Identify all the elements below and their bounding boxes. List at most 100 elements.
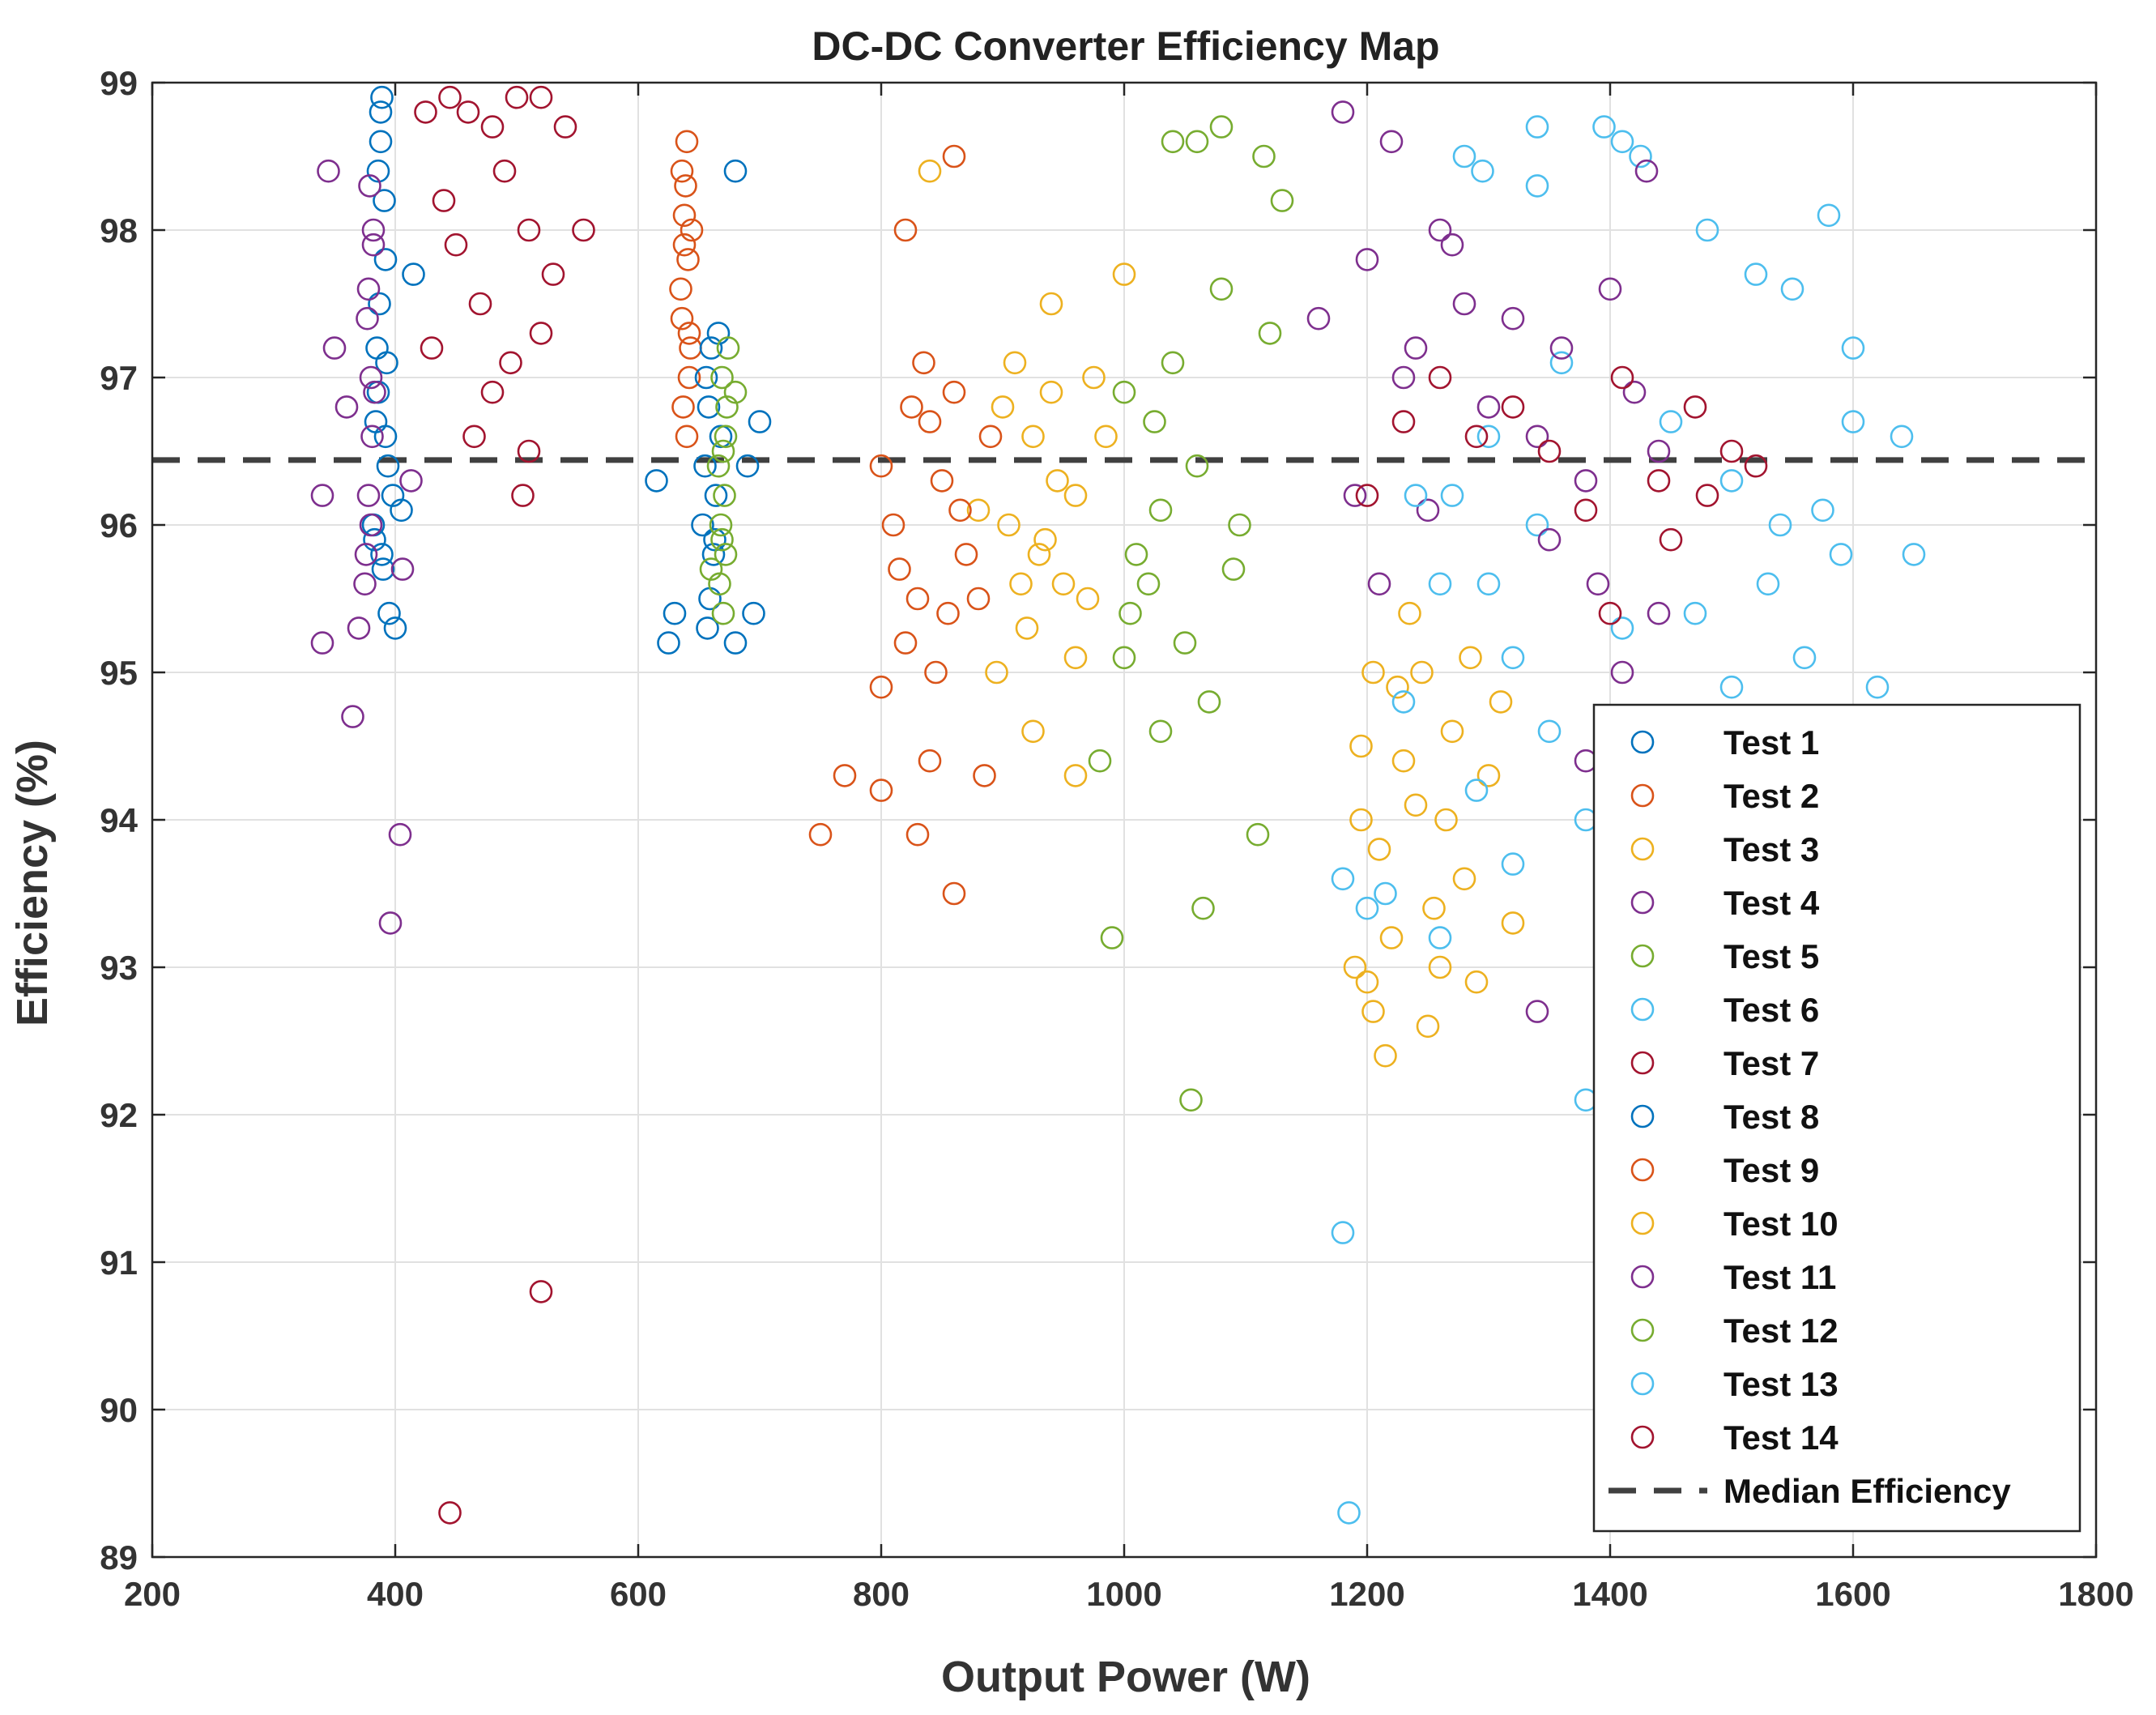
data-point: [1148, 719, 1173, 744]
data-point: [918, 410, 942, 433]
data-point: [893, 631, 918, 655]
data-point: [1088, 749, 1112, 773]
y-tick-label: 90: [100, 1391, 138, 1429]
data-point: [735, 454, 760, 478]
data-point: [1476, 572, 1501, 596]
data-point: [1452, 867, 1476, 891]
data-point: [381, 484, 405, 507]
data-point: [1185, 130, 1209, 154]
data-point: [1112, 380, 1136, 404]
data-point: [1246, 822, 1270, 847]
data-point: [1349, 734, 1373, 758]
data-point: [1404, 484, 1428, 507]
series-test-3: [918, 159, 1136, 787]
data-point: [1021, 719, 1045, 744]
data-point: [808, 822, 833, 847]
data-point: [948, 498, 972, 523]
x-tick-label: 1000: [1086, 1575, 1161, 1613]
data-point: [1082, 365, 1106, 390]
y-tick-label: 95: [100, 654, 138, 692]
legend-entry-label: Test 9: [1724, 1151, 1819, 1189]
data-point: [1525, 424, 1549, 449]
data-point: [1404, 336, 1428, 360]
data-point: [517, 439, 541, 463]
data-point: [356, 277, 381, 301]
series-test-7: [414, 85, 595, 1525]
data-point: [1501, 306, 1525, 331]
data-point: [1209, 115, 1234, 139]
data-point: [1471, 159, 1494, 183]
data-point: [991, 395, 1015, 419]
data-point: [1398, 601, 1421, 625]
data-point: [1355, 896, 1379, 920]
data-point: [924, 660, 948, 685]
y-tick-label: 99: [100, 64, 138, 102]
y-axis-label: Efficiency (%): [8, 740, 57, 1026]
legend: Test 1 Test 2 Test 3 Test 4 Test 5 Test 6 Test…: [1592, 703, 2081, 1533]
data-point: [1829, 543, 1853, 566]
series-test-1: [361, 85, 425, 640]
data-point: [942, 881, 966, 906]
x-tick-label: 200: [124, 1575, 181, 1613]
series-test-6: [1331, 115, 1652, 1525]
data-point: [1647, 439, 1671, 463]
data-point: [1391, 690, 1416, 714]
data-point: [1161, 351, 1185, 375]
data-point: [1683, 395, 1707, 419]
data-point: [670, 306, 694, 331]
data-point: [1161, 130, 1185, 154]
data-point: [1386, 675, 1409, 699]
legend-marker: [1630, 1265, 1655, 1289]
data-point: [366, 159, 390, 183]
data-point: [710, 527, 734, 552]
data-point: [1440, 484, 1464, 507]
data-point: [716, 336, 740, 360]
data-point: [942, 144, 966, 169]
data-point: [361, 233, 386, 257]
data-point: [1537, 439, 1562, 463]
data-point: [359, 365, 383, 390]
data-point: [1683, 601, 1707, 625]
legend-entry-label: Test 6: [1724, 991, 1819, 1029]
data-point: [1537, 527, 1562, 552]
data-point: [1610, 130, 1634, 154]
data-point: [361, 218, 386, 242]
data-point: [553, 115, 577, 139]
x-tick-label: 1200: [1329, 1575, 1404, 1613]
data-point: [1391, 365, 1416, 390]
data-point: [1009, 572, 1033, 596]
data-point: [1501, 911, 1525, 935]
data-point: [869, 779, 893, 802]
data-point: [1191, 896, 1215, 920]
legend-marker: [1630, 1372, 1655, 1396]
data-point: [1391, 410, 1416, 433]
data-point: [1331, 100, 1355, 124]
data-point: [930, 469, 954, 493]
data-point: [1209, 277, 1234, 301]
data-point: [1744, 454, 1768, 478]
data-point: [402, 262, 425, 286]
legend-entry-label: Test 12: [1724, 1312, 1839, 1350]
series-test-11: [1306, 100, 1671, 1023]
legend-marker: [1630, 944, 1655, 968]
data-point: [432, 189, 456, 212]
data-point: [541, 262, 565, 286]
data-point: [1136, 572, 1161, 596]
data-point: [356, 484, 381, 507]
data-point: [414, 100, 437, 124]
data-point: [1610, 660, 1634, 685]
y-tick-label: 89: [100, 1538, 138, 1576]
data-point: [918, 749, 942, 773]
data-point: [723, 380, 748, 404]
data-point: [1076, 587, 1100, 611]
data-point: [918, 159, 942, 183]
data-point: [370, 85, 394, 109]
data-point: [1410, 660, 1434, 685]
axes: [151, 81, 2098, 1559]
data-point: [1252, 144, 1276, 169]
data-point: [833, 764, 857, 787]
data-point: [1404, 793, 1428, 817]
data-point: [1063, 764, 1088, 787]
data-point: [1379, 130, 1404, 154]
data-point: [1574, 498, 1598, 523]
